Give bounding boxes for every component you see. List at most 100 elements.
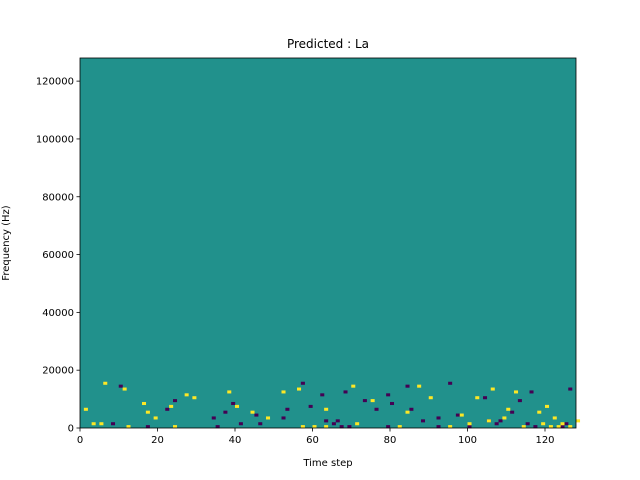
heatmap-cell-high [312,425,317,429]
heatmap-cell-high [514,390,519,394]
x-tick-label: 40 [229,435,242,446]
heatmap-cell-high [552,416,557,420]
heatmap-cell-low [300,381,305,385]
heatmap-cell-low [238,422,243,426]
heatmap-cell-low [281,416,286,420]
heatmap-cell-high [250,410,255,414]
heatmap-cell-high [169,404,174,408]
y-tick-label: 40000 [42,308,74,319]
plot-area [80,58,581,429]
heatmap-cell-high [545,404,550,408]
heatmap-cell-low [467,425,472,429]
x-tick-label: 120 [535,435,554,446]
heatmap-cell-low [118,384,123,388]
heatmap-cell-high [490,387,495,391]
heatmap-cell-high [448,425,453,429]
heatmap-cell-low [145,425,150,429]
heatmap-cell-high [324,425,329,429]
heatmap-cell-high [142,401,147,406]
heatmap-cell-high [83,407,88,411]
heatmap-background [80,58,576,428]
heatmap-cell-low [568,387,573,391]
heatmap-cell-low [436,416,441,420]
heatmap-cell-low [498,419,503,423]
chart-title: Predicted : La [287,37,369,51]
heatmap-cell-high [300,425,305,429]
heatmap-cell-high [556,425,561,429]
heatmap-cell-high [145,410,150,414]
x-tick-label: 20 [151,435,164,446]
heatmap-cell-low [390,401,395,406]
y-tick-label: 100000 [36,134,74,145]
x-tick-label: 0 [77,435,83,446]
heatmap-cell-high [405,410,410,414]
heatmap-cell-low [211,416,216,420]
heatmap-cell-low [223,410,228,414]
heatmap-cell-low [324,419,329,423]
heatmap-cell-high [576,419,581,423]
heatmap-cell-low [173,399,178,403]
heatmap-cell-low [258,422,263,426]
heatmap-cell-high [351,384,356,388]
heatmap-cell-high [192,396,197,400]
heatmap-cell-low [409,407,414,411]
y-tick-label: 0 [68,424,74,435]
heatmap-cell-low [339,425,344,429]
heatmap-cell-low [448,381,453,385]
heatmap-cell-high [153,416,158,420]
heatmap-cell-high [459,413,464,417]
heatmap-cell-low [494,422,499,426]
heatmap-cell-low [335,419,340,423]
heatmap-cell-low [529,390,534,394]
heatmap-cell-low [405,384,410,388]
heatmap-cell-high [324,407,329,411]
heatmap-cell-high [297,387,302,391]
heatmap-cell-high [541,422,546,426]
heatmap-cell-high [397,425,402,429]
x-axis-label: Time step [302,458,352,469]
x-tick-label: 60 [306,435,319,446]
heatmap-cell-high [521,425,526,429]
heatmap-cell-low [455,413,460,417]
heatmap-cell-high [502,416,507,420]
heatmap-cell-high [568,425,573,429]
heatmap-cell-low [347,425,352,429]
heatmap-cell-low [436,425,441,429]
y-tick-label: 60000 [42,250,74,261]
heatmap-cell-low [421,419,426,423]
heatmap-cell-low [533,425,538,429]
heatmap-cell-high [281,390,286,394]
heatmap-cell-low [374,407,379,411]
heatmap-cell-high [266,416,271,420]
heatmap-cell-low [215,425,220,429]
y-tick-label: 80000 [42,192,74,203]
y-axis-label: Frequency (Hz) [1,205,12,281]
heatmap-cell-high [467,422,472,426]
heatmap-cell-high [506,407,511,411]
heatmap-cell-low [285,407,290,411]
heatmap-cell-high [537,410,542,414]
plot-frame [79,57,577,429]
heatmap-cell-low [517,399,522,403]
heatmap-cell-low [564,422,569,426]
heatmap-cell-low [560,425,565,429]
heatmap-cell-high [417,384,422,388]
y-axis-ticks: 0 20000 40000 60000 80000 100000 120000 [36,77,80,435]
heatmap-cell-low [510,410,515,414]
heatmap-cell-high [173,425,178,429]
heatmap-cell-low [483,396,488,400]
heatmap-cell-low [525,422,530,426]
heatmap-cell-high [355,422,360,426]
heatmap-cell-low [343,390,348,394]
heatmap-cell-low [308,404,313,408]
y-tick-label: 120000 [36,77,74,88]
heatmap-cell-low [231,401,236,406]
heatmap-cell-low [165,407,170,411]
heatmap-cell-high [99,422,104,426]
x-tick-label: 80 [384,435,397,446]
y-tick-label: 20000 [42,366,74,377]
heatmap-cell-high [560,422,565,426]
heatmap-cell-high [91,422,96,426]
heatmap-cell-low [111,422,116,426]
x-axis-ticks: 0 20 40 60 80 100 120 [77,428,555,446]
